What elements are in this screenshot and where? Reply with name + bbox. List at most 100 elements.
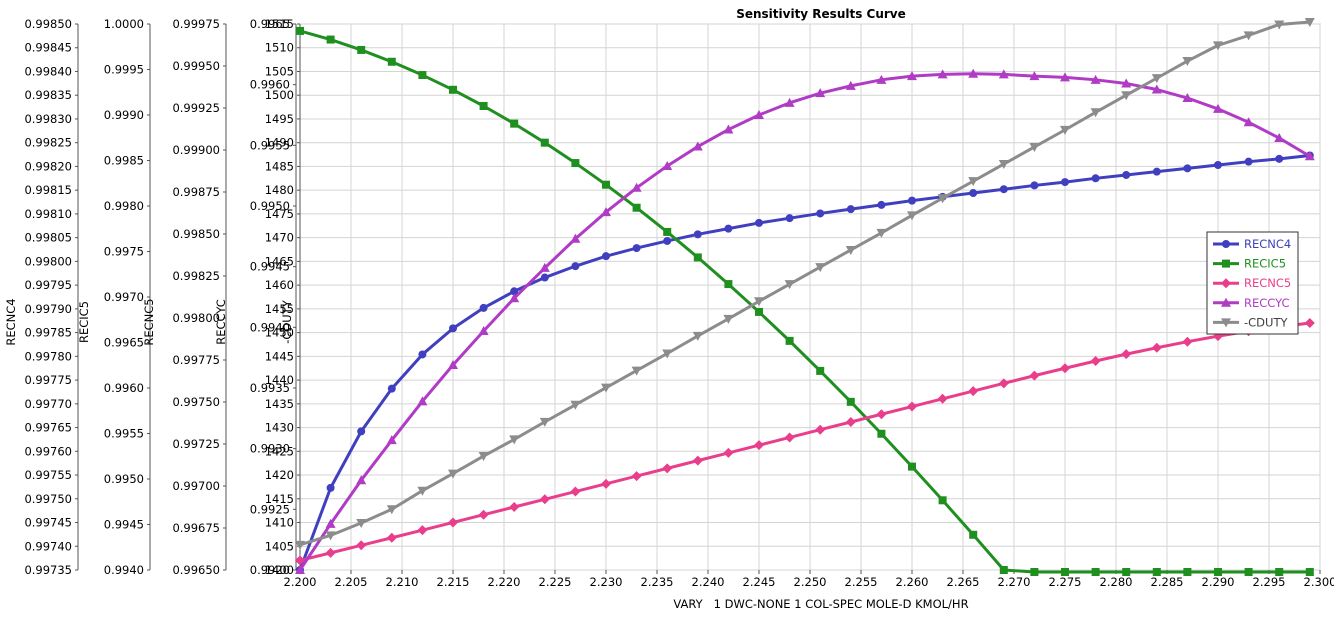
y-tick-label: 1475	[265, 207, 294, 221]
data-point	[1221, 297, 1231, 307]
y-tick-label: 0.9990	[104, 108, 144, 122]
data-point	[723, 314, 734, 324]
data-point	[1221, 318, 1231, 328]
data-point	[663, 227, 672, 236]
y-tick-label: 0.99900	[172, 143, 220, 157]
data-point	[724, 280, 733, 289]
data-point	[449, 324, 457, 333]
data-point	[968, 386, 979, 397]
y-tick-label: 1450	[265, 326, 294, 340]
data-point	[417, 525, 428, 536]
x-tick-label: 2.210	[386, 575, 419, 589]
data-point	[1121, 349, 1132, 360]
y-axis-title: RECCYC	[214, 299, 228, 345]
data-point	[386, 532, 397, 543]
y-tick-label: 1440	[265, 373, 294, 387]
data-point	[295, 565, 305, 574]
data-point	[845, 80, 856, 90]
data-point	[1304, 151, 1315, 161]
y-tick-label: 0.99850	[24, 17, 72, 31]
data-point	[1183, 568, 1192, 576]
data-point	[1090, 356, 1101, 367]
y-tick-label: 1410	[265, 516, 294, 530]
data-point	[723, 447, 734, 458]
data-point	[1030, 568, 1039, 576]
y-tick-label: 1445	[265, 349, 294, 363]
data-point	[1214, 161, 1222, 170]
series-line	[299, 29, 1310, 574]
data-point	[937, 194, 948, 204]
data-point	[448, 469, 458, 479]
y-tick-label: 1400	[265, 563, 294, 577]
data-point	[602, 180, 610, 189]
data-point	[908, 462, 916, 471]
legend-label: RECNC4	[1244, 237, 1291, 251]
data-point	[1151, 342, 1162, 353]
data-point	[356, 475, 367, 485]
data-point	[662, 463, 673, 474]
data-point	[357, 45, 366, 54]
data-point	[1061, 568, 1069, 576]
data-point	[570, 400, 581, 410]
data-point	[816, 366, 825, 375]
y-axis-recnc5: 0.99650 0.99675 0.99700 0.99725 0.99750 0.997…	[142, 17, 227, 577]
data-point	[937, 393, 948, 404]
x-tick-label: 2.295	[1253, 575, 1286, 589]
data-point	[755, 307, 763, 316]
data-point	[1222, 240, 1230, 248]
y-tick-label: 0.99815	[24, 183, 72, 197]
y-tick-label: 0.99740	[24, 539, 72, 553]
data-point	[938, 496, 947, 505]
data-point	[356, 540, 367, 551]
data-point	[1091, 568, 1100, 576]
data-point	[999, 566, 1008, 574]
data-point	[631, 471, 642, 482]
data-point	[1221, 278, 1231, 289]
data-point	[908, 196, 916, 205]
y-axis-title: RECIC5	[77, 301, 91, 343]
data-point	[1182, 336, 1193, 347]
data-point	[417, 486, 428, 496]
data-point	[295, 555, 305, 566]
data-point	[846, 205, 855, 214]
data-point	[1182, 93, 1193, 103]
x-tick-label: 2.260	[896, 575, 929, 589]
data-point	[876, 409, 887, 420]
y-tick-label: 0.99800	[24, 254, 72, 268]
y-tick-label: 1485	[265, 159, 294, 173]
data-point	[754, 440, 764, 451]
data-point	[1305, 568, 1314, 576]
y-tick-label: 1425	[265, 444, 294, 458]
data-point	[755, 218, 763, 227]
x-tick-label: 2.235	[641, 575, 674, 589]
y-tick-label: 0.99650	[172, 563, 220, 577]
data-point	[1304, 18, 1315, 27]
y-tick-label: 0.99840	[24, 64, 72, 78]
data-point	[693, 253, 702, 262]
data-point	[601, 478, 611, 489]
data-point	[387, 384, 396, 393]
data-point	[601, 207, 611, 217]
data-point	[784, 97, 795, 107]
data-point	[1152, 568, 1161, 576]
data-point	[540, 138, 549, 147]
y-tick-label: 1420	[265, 468, 294, 482]
x-tick-label: 2.280	[1100, 575, 1133, 589]
data-point	[877, 200, 886, 209]
data-point	[998, 378, 1009, 389]
data-point	[631, 366, 642, 376]
data-point	[815, 424, 826, 435]
y-tick-label: 0.9925	[250, 502, 290, 516]
data-point	[1222, 259, 1230, 268]
data-point	[1060, 72, 1070, 82]
data-point	[1122, 568, 1131, 576]
data-point	[846, 397, 855, 406]
y-tick-label: 0.9985	[104, 154, 144, 168]
x-tick-label: 2.215	[437, 575, 470, 589]
data-point	[785, 214, 794, 223]
y-tick-label: 0.9955	[104, 427, 144, 441]
data-point	[692, 455, 703, 466]
legend-label: RECIC5	[1244, 257, 1286, 271]
x-tick-label: 2.300	[1304, 575, 1334, 589]
x-tick-label: 2.230	[590, 575, 623, 589]
